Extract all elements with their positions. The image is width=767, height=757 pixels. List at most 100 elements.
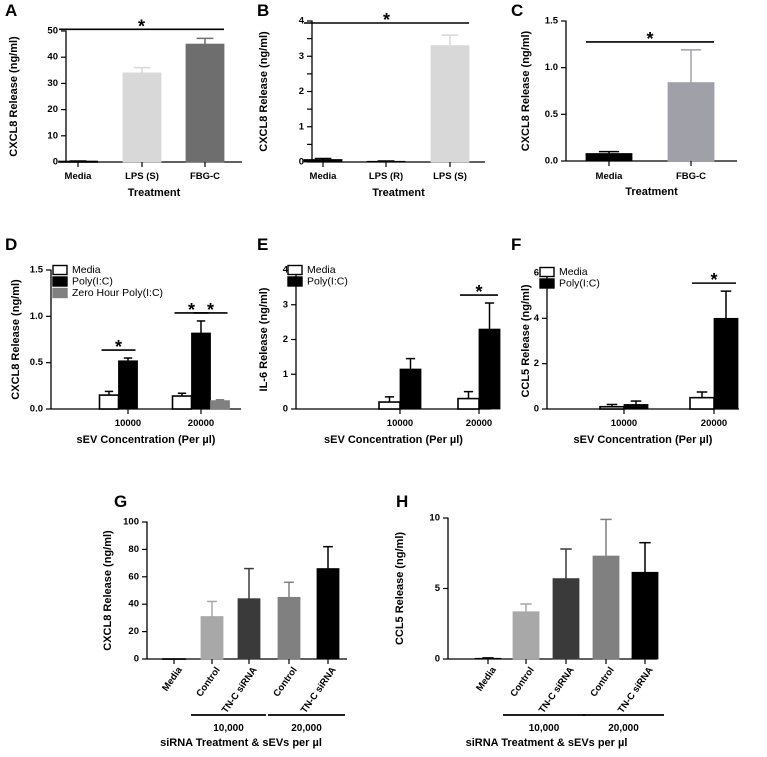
significance-star: * [475,282,482,302]
panel-g: G CXCL8 Release (ng/ml) 0 20 40 60 80 100 Media C… [102,492,347,749]
y-tick-label: 2 [283,334,288,345]
x-axis-title: sEV Concentration (Per µl) [77,434,216,446]
significance-star: * [710,270,717,290]
x-tick-label: FBG-C [676,171,706,182]
x-axis-title: Treatment [625,186,678,198]
bar [430,45,470,163]
x-tick-label: 10000 [387,418,413,429]
panel-letter: G [114,492,127,511]
legend-swatch [287,264,303,276]
x-tick-label: Media [474,665,499,694]
bar [478,328,501,410]
y-axis-title: CCL5 Release (ng/ml) [520,284,532,397]
y-tick-label: 4 [283,265,289,276]
x-tick-label: LPS (R) [369,171,403,182]
group-label: 20,000 [291,723,322,734]
group-label: 20,000 [608,723,639,734]
x-tick-label: Media [160,665,185,694]
y-axis-title: CXCL8 Release (ng/ml) [520,30,532,151]
y-axis-title: CXCL8 Release (ng/ml) [102,530,114,651]
y-axis-title: CXCL8 Release (ng/ml) [8,36,20,157]
panel-b: B CXCL8 Release (ng/ml) 0 1 2 3 4 Media LPS (R) L… [257,1,485,199]
significance-star: * [115,337,122,357]
bar [185,43,225,163]
bar [303,159,343,163]
x-axis-title: sEV Concentration (Per µl) [324,434,463,446]
bar [585,153,633,162]
legend-label: Media [559,266,588,278]
x-tick-label: 20000 [466,418,492,429]
y-tick-label: 5 [435,583,441,594]
y-tick-label: 0 [534,404,539,415]
panel-letter: A [5,1,17,20]
y-tick-label: 0.0 [545,156,558,167]
panel-f: F CCL5 Release (ng/ml)0 2 4 6 10000 20000 * Medi… [511,235,739,446]
x-tick-label: Control [194,665,222,699]
y-tick-label: 0.5 [545,109,559,120]
y-tick-label: 60 [128,571,139,582]
panel-letter: E [257,235,268,254]
legend-label: Poly(I:C) [307,276,348,288]
y-tick-label: 2 [299,86,304,97]
panel-a: A CXCL8 Release (ng/ml) 0 10 20 30 40 50 Media LP… [5,1,242,199]
y-tick-label: 1.5 [545,16,559,27]
x-tick-label: TN-C siRNA [537,665,577,716]
y-tick-label: 1 [299,121,305,132]
y-tick-label: 0 [299,157,304,168]
bar [237,598,261,660]
panel-letter: D [5,235,17,254]
legend-label: Poly(I:C) [72,276,113,288]
y-tick-label: 0.5 [30,357,44,368]
y-tick-label: 10 [47,130,58,141]
panel-letter: F [511,235,521,254]
bar [98,394,120,410]
bar [378,401,401,410]
y-tick-label: 0 [283,404,288,415]
significance-star: * [646,29,653,49]
bar [713,317,739,410]
legend-label: Poly(I:C) [559,278,600,290]
y-tick-label: 40 [128,599,139,610]
group-label: 10,000 [529,723,560,734]
legend-swatch [52,264,68,276]
y-tick-label: 2 [534,358,539,369]
legend-swatch [52,276,68,287]
x-tick-label: LPS (S) [433,171,467,182]
x-tick-label: Control [271,665,299,699]
bar [592,555,620,660]
legend-swatch [539,266,555,278]
x-tick-label: 20000 [701,418,727,429]
bar [552,578,580,660]
x-tick-label: Media [310,171,338,182]
x-tick-label: 10000 [115,418,141,429]
significance-star: * [188,300,195,320]
bar [118,360,138,410]
bar [316,568,340,660]
y-tick-label: 80 [128,544,139,555]
x-axis-title: sEV Concentration (Per µl) [574,434,713,446]
x-tick-label: TN-C siRNA [220,665,260,716]
group-label: 10,000 [213,723,244,734]
x-axis-title: siRNA Treatment & sEVs per µl [160,737,322,749]
bar [599,405,625,410]
x-tick-label: LPS (S) [125,171,159,182]
bar [191,332,211,410]
y-tick-label: 1.0 [545,62,558,73]
significance-star: * [207,300,214,320]
panel-letter: C [511,1,523,20]
y-tick-label: 0 [53,157,58,168]
y-tick-label: 3 [299,51,304,62]
bar [631,571,659,660]
y-tick-label: 0.0 [30,404,43,415]
y-tick-label: 3 [283,299,288,310]
y-tick-label: 4 [534,313,540,324]
x-tick-label: TN-C siRNA [299,665,339,716]
y-tick-label: 4 [299,16,305,27]
panel-e: E IL-6 Release (ng/ml) 0 1 2 3 4 10000 20000 * Med… [257,235,501,446]
significance-star: * [138,16,145,36]
bar [399,368,422,410]
y-tick-label: 20 [128,626,139,637]
y-axis-title: CXCL8 Release (ng/ml) [10,279,22,400]
